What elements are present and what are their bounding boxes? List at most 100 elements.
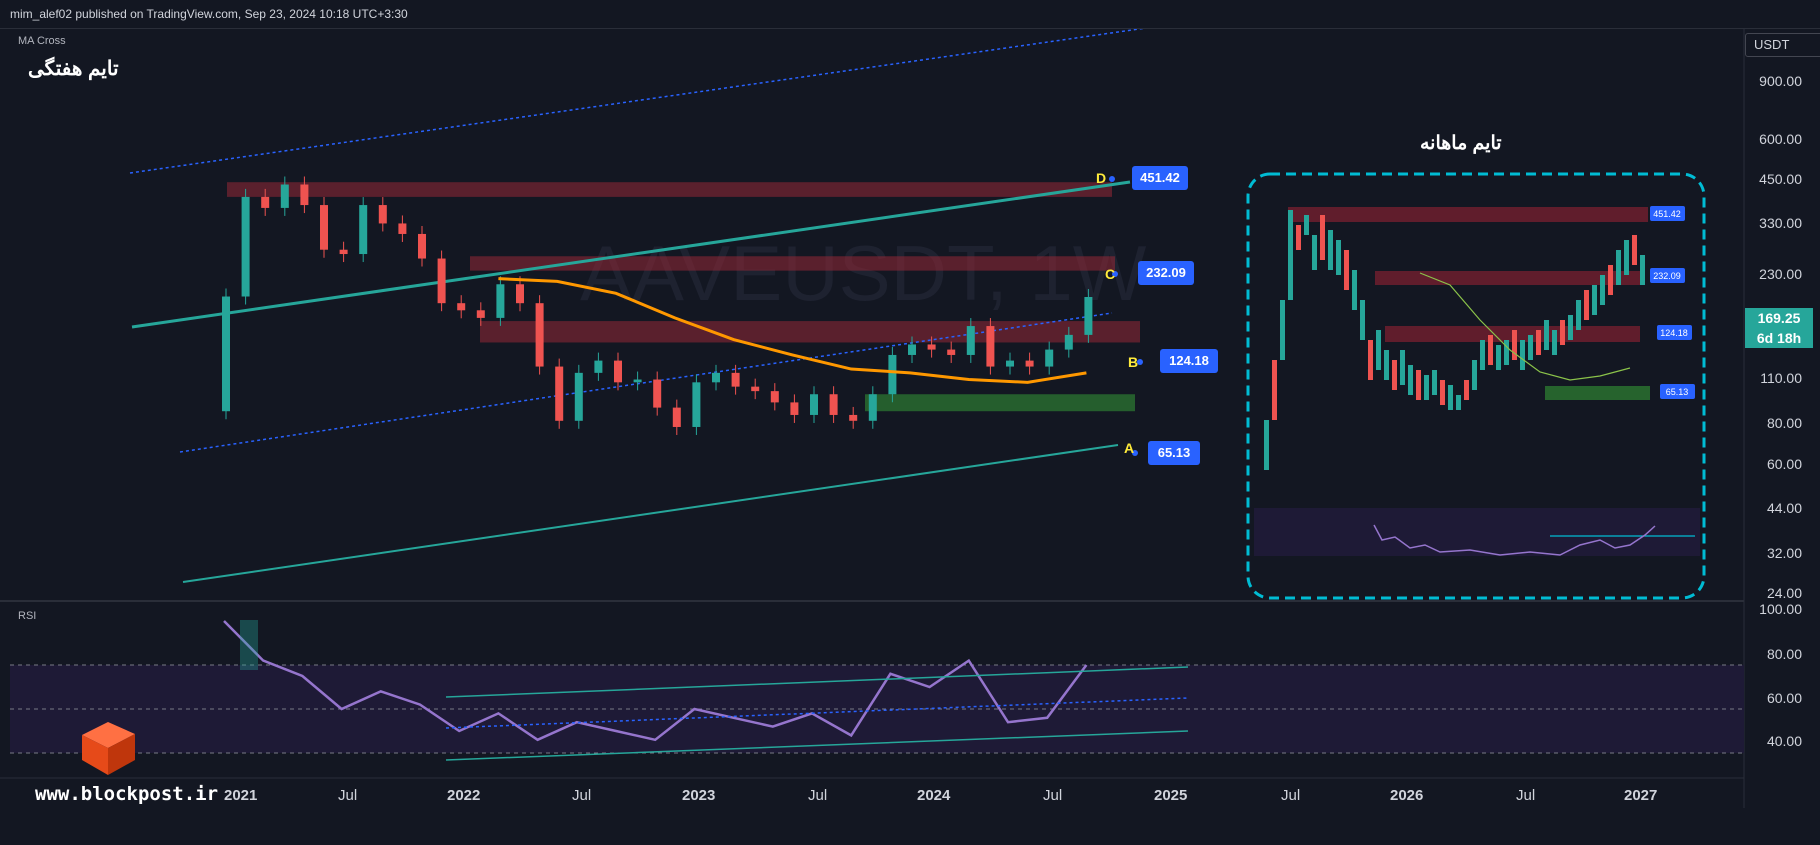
price-axis-tick: 330.00 bbox=[1759, 215, 1802, 231]
logo-cube-right bbox=[108, 734, 135, 775]
inset-candle bbox=[1584, 290, 1589, 320]
inset-candle bbox=[1400, 350, 1405, 385]
support-trendline bbox=[182, 444, 1119, 583]
inset-candle bbox=[1424, 375, 1429, 400]
currency-selector[interactable]: USDT bbox=[1745, 33, 1820, 57]
candle-body bbox=[986, 326, 995, 367]
time-axis-label: 2023 bbox=[682, 787, 716, 804]
time-axis-label: 2027 bbox=[1624, 787, 1658, 804]
candle-body bbox=[770, 391, 779, 403]
inset-zone bbox=[1288, 207, 1648, 222]
candle-body bbox=[868, 394, 877, 421]
rsi-pane-label[interactable]: RSI bbox=[18, 610, 37, 622]
price-axis-tick: 60.00 bbox=[1766, 456, 1802, 472]
candle-body bbox=[1006, 360, 1014, 367]
time-axis-label: 2021 bbox=[224, 787, 258, 804]
price-axis-tick: 80.00 bbox=[1766, 415, 1802, 431]
inset-candle bbox=[1576, 300, 1581, 330]
candle-body bbox=[516, 284, 524, 304]
level-anchor-dot bbox=[1137, 359, 1143, 365]
inset-candle bbox=[1464, 380, 1469, 400]
logo-cube-left bbox=[82, 735, 108, 775]
candle-body bbox=[555, 366, 564, 421]
rsi-upper-trendline bbox=[445, 666, 1189, 698]
price-axis-tick: 450.00 bbox=[1759, 171, 1802, 187]
level-a-label[interactable]: 65.13 bbox=[1148, 441, 1200, 465]
inset-candle bbox=[1384, 350, 1389, 380]
time-axis-label: 2026 bbox=[1390, 787, 1424, 804]
inset-level-value: 124.18 bbox=[1660, 328, 1688, 338]
inset-candle bbox=[1568, 315, 1573, 340]
inset-candle bbox=[1432, 370, 1437, 395]
time-axis-label: 2025 bbox=[1154, 787, 1188, 804]
price-axis-tick: 32.00 bbox=[1766, 545, 1802, 561]
candle-body bbox=[1025, 360, 1034, 367]
zone-c-letter: C bbox=[1105, 266, 1116, 282]
inset-candle bbox=[1616, 250, 1621, 285]
rsi-axis-tick: 60.00 bbox=[1766, 690, 1802, 706]
candle-body bbox=[829, 394, 838, 415]
candle-body bbox=[810, 394, 818, 415]
candle-body bbox=[731, 372, 740, 387]
time-axis-label: Jul bbox=[808, 787, 828, 804]
candle-body bbox=[378, 205, 387, 224]
time-axis-label: Jul bbox=[338, 787, 358, 804]
zone-a-letter: A bbox=[1124, 440, 1135, 456]
logo-cube-top bbox=[82, 722, 135, 748]
candle-body bbox=[849, 414, 858, 421]
inset-candle bbox=[1552, 330, 1557, 355]
level-b-label[interactable]: 124.18 bbox=[1160, 349, 1218, 373]
price-axis-tick: 230.00 bbox=[1759, 266, 1802, 282]
inset-candle bbox=[1520, 340, 1525, 370]
inset-level-label bbox=[1657, 325, 1692, 340]
candle-body bbox=[280, 184, 289, 208]
inset-candle bbox=[1472, 360, 1477, 390]
rsi-axis-tick: 100.00 bbox=[1759, 601, 1802, 617]
inset-candle bbox=[1456, 395, 1461, 410]
inset-candle bbox=[1640, 255, 1645, 285]
level-c-label[interactable]: 232.09 bbox=[1138, 261, 1194, 285]
study-label[interactable]: MA Cross bbox=[18, 35, 66, 47]
time-axis-label: Jul bbox=[572, 787, 592, 804]
rsi-mid-trendline bbox=[445, 697, 1189, 729]
candle-body bbox=[633, 379, 642, 383]
inset-candle bbox=[1368, 340, 1373, 380]
candle-body bbox=[927, 344, 936, 350]
candle-body bbox=[1084, 297, 1093, 335]
price-axis-tick: 600.00 bbox=[1759, 131, 1802, 147]
rsi-axis-tick: 40.00 bbox=[1766, 733, 1802, 749]
candle-body bbox=[947, 349, 956, 355]
inset-candle bbox=[1280, 300, 1285, 360]
symbol-watermark: AAVEUSDT, 1W bbox=[580, 229, 1147, 317]
inset-candle bbox=[1328, 230, 1333, 270]
rsi-lower-trendline bbox=[445, 730, 1189, 761]
level-d-label[interactable]: 451.42 bbox=[1132, 166, 1188, 190]
rsi-line bbox=[223, 620, 1088, 742]
candle-body bbox=[614, 360, 622, 383]
candle-body bbox=[1064, 334, 1073, 350]
inset-candle bbox=[1504, 340, 1509, 365]
price-axis-tick: 24.00 bbox=[1766, 585, 1802, 601]
level-anchor-dot bbox=[1132, 450, 1138, 456]
candle-body bbox=[653, 379, 662, 408]
inset-candle bbox=[1440, 380, 1445, 405]
inset-candle bbox=[1408, 365, 1413, 395]
inset-candle bbox=[1360, 300, 1365, 340]
candle-body bbox=[398, 223, 407, 234]
publisher-text: mim_alef02 published on TradingView.com,… bbox=[10, 7, 408, 21]
time-axis-label: Jul bbox=[1281, 787, 1301, 804]
time-axis-label: Jul bbox=[1043, 787, 1063, 804]
time-axis-label: Jul bbox=[1516, 787, 1536, 804]
inset-candle bbox=[1592, 285, 1597, 315]
rsi-overbought-fill bbox=[240, 620, 258, 670]
weekly-timeframe-title: تایم هفتگی bbox=[28, 58, 119, 80]
inset-candle bbox=[1304, 215, 1309, 235]
monthly-timeframe-title: تایم ماهانه bbox=[1420, 133, 1502, 154]
candle-body bbox=[496, 284, 505, 318]
inset-candle bbox=[1624, 240, 1629, 275]
inset-level-label bbox=[1660, 384, 1695, 399]
mid-channel-line bbox=[179, 312, 1113, 453]
candle-body bbox=[908, 344, 916, 355]
candle-body bbox=[300, 184, 309, 206]
